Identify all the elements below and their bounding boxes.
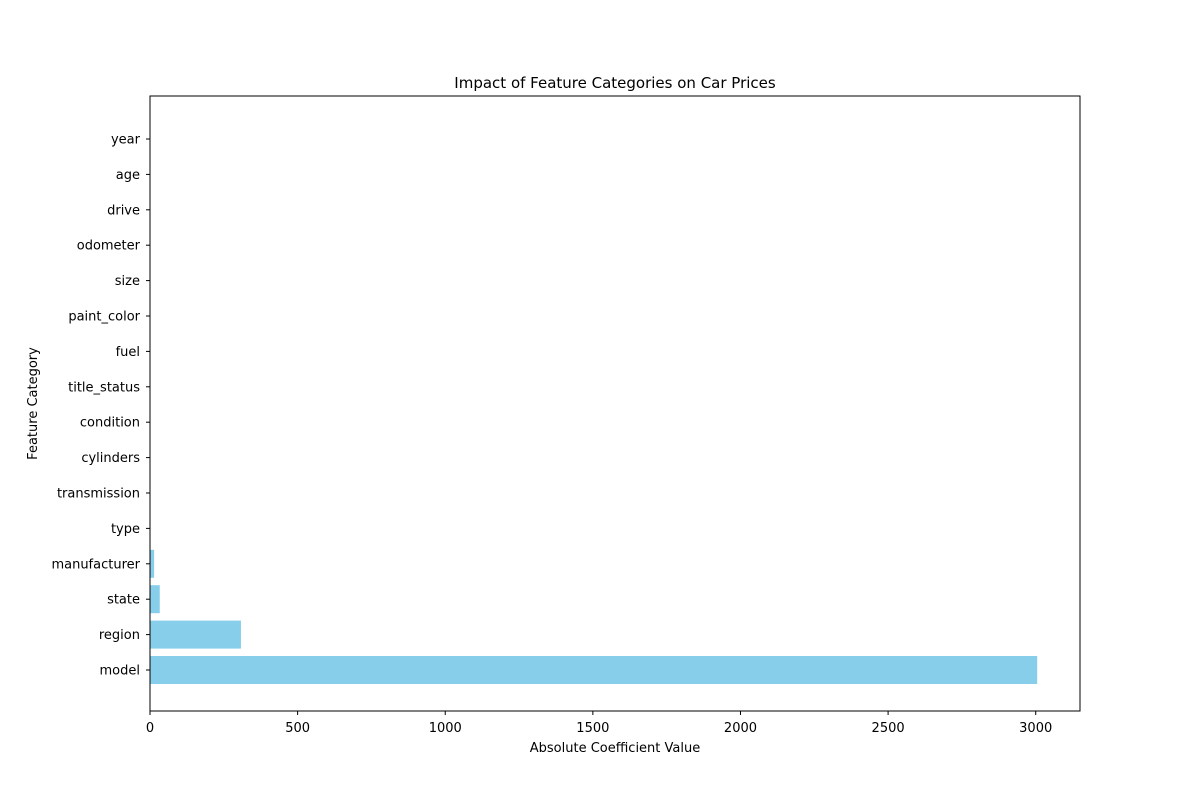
y-tick-label: transmission [57,487,140,502]
y-tick-label: fuel [116,345,140,360]
x-tick-label: 0 [146,721,154,736]
y-tick-label: age [116,168,140,183]
bar-region [150,620,241,649]
x-tick-label: 2000 [724,721,757,736]
y-tick-label: region [99,628,140,643]
y-tick-label: paint_color [68,310,140,325]
y-tick-label: odometer [77,239,141,254]
bar-state [150,585,160,614]
x-tick-label: 500 [285,721,310,736]
y-tick-label: size [115,274,140,289]
y-axis-label: Feature Category [26,347,41,460]
x-tick-label: 1000 [429,721,462,736]
y-axis: model region state manufacturer type transmis… [51,133,150,679]
x-axis: 0 500 1000 1500 2000 2500 3000 [146,711,1052,736]
y-tick-label: manufacturer [51,557,140,572]
chart-title: Impact of Feature Categories on Car Pric… [454,74,776,92]
bar-manufacturer [150,549,155,578]
bar-model [150,656,1038,684]
y-tick-label: year [111,133,141,148]
y-tick-label: condition [80,416,140,431]
y-tick-label: title_status [68,380,140,395]
x-tick-label: 2500 [872,721,905,736]
plot-frame [149,95,1081,712]
y-tick-label: type [111,522,140,537]
x-axis-label: Absolute Coefficient Value [530,741,700,756]
y-tick-label: state [107,593,140,608]
y-tick-label: cylinders [81,451,140,466]
x-tick-label: 1500 [576,721,609,736]
y-tick-label: model [100,664,140,679]
x-tick-label: 3000 [1019,721,1052,736]
y-tick-label: drive [107,203,140,218]
bars-group [150,125,1038,684]
